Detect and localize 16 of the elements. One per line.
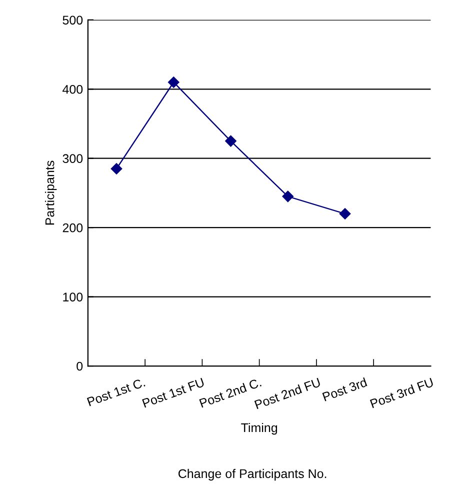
y-tick-label: 200 — [62, 223, 83, 232]
y-tick-label: 0 — [76, 362, 83, 371]
y-tick-label: 500 — [62, 16, 83, 25]
y-tick-label: 300 — [62, 154, 83, 164]
point — [339, 208, 351, 220]
y-axis-title: Participants — [45, 160, 57, 225]
point — [168, 76, 180, 88]
x-axis-title: Timing — [241, 422, 278, 435]
y-tick-label: 400 — [62, 84, 83, 94]
point — [110, 163, 122, 174]
x-tick-label: Post 3rd — [322, 377, 368, 402]
y-tick-label: 100 — [63, 292, 83, 302]
x-tick-label: Post 3rd FU — [370, 377, 434, 408]
point — [282, 190, 294, 202]
text: Change of Participants No. — [178, 468, 326, 481]
point — [225, 135, 236, 147]
